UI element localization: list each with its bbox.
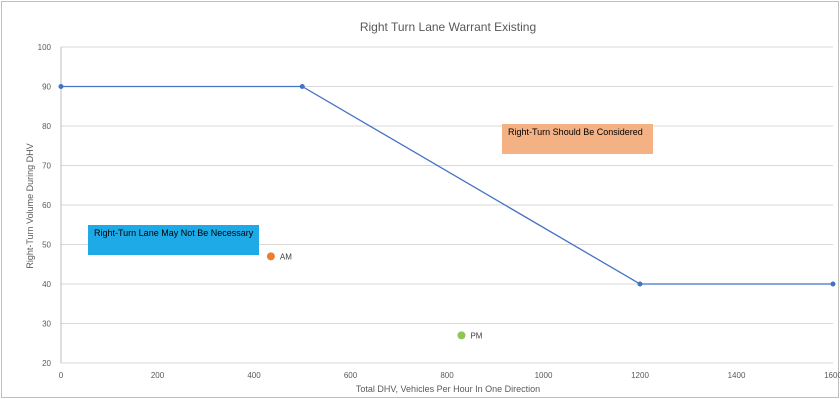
y-tick-label: 50 xyxy=(42,241,51,250)
point-label-am: AM xyxy=(280,252,292,261)
x-tick-label: 600 xyxy=(344,371,358,380)
x-tick-label: 800 xyxy=(440,371,454,380)
x-tick-label: 0 xyxy=(59,371,64,380)
gridlines xyxy=(60,46,833,364)
x-tick-label: 1600 xyxy=(824,371,840,380)
warrant-line xyxy=(61,85,833,285)
x-tick-label: 1200 xyxy=(631,371,649,380)
point-pm xyxy=(457,331,466,340)
point-am xyxy=(266,252,275,261)
data-series: AM PM xyxy=(58,84,836,340)
warrant-line-marker xyxy=(830,281,836,287)
x-tick-label: 200 xyxy=(151,371,165,380)
x-tick-label: 400 xyxy=(247,371,261,380)
y-tick-label: 80 xyxy=(42,122,51,131)
y-tick-label: 90 xyxy=(42,83,51,92)
y-tick-label: 60 xyxy=(42,201,51,210)
y-axis-label: Right-Turn Volume During DHV xyxy=(25,143,35,268)
x-tick-label: 1400 xyxy=(728,371,746,380)
x-axis-label: Total DHV, Vehicles Per Hour In One Dire… xyxy=(356,384,540,394)
warrant-line-marker xyxy=(299,84,305,89)
chart-title: Right Turn Lane Warrant Existing xyxy=(360,20,536,34)
warrant-line-marker xyxy=(58,84,64,89)
y-tick-label: 30 xyxy=(42,320,51,329)
y-tick-label: 20 xyxy=(42,359,51,368)
y-tick-label: 40 xyxy=(42,280,51,289)
point-label-pm: PM xyxy=(470,331,482,340)
y-tick-label: 70 xyxy=(42,162,51,171)
x-tick-label: 1000 xyxy=(535,371,553,380)
warrant-line-marker xyxy=(637,281,643,287)
annotation-may-not-be-necessary: Right-Turn Lane May Not Be Necessary xyxy=(88,225,259,255)
annotation-should-be-considered: Right-Turn Should Be Considered xyxy=(502,124,653,154)
y-tick-label: 100 xyxy=(38,43,52,52)
